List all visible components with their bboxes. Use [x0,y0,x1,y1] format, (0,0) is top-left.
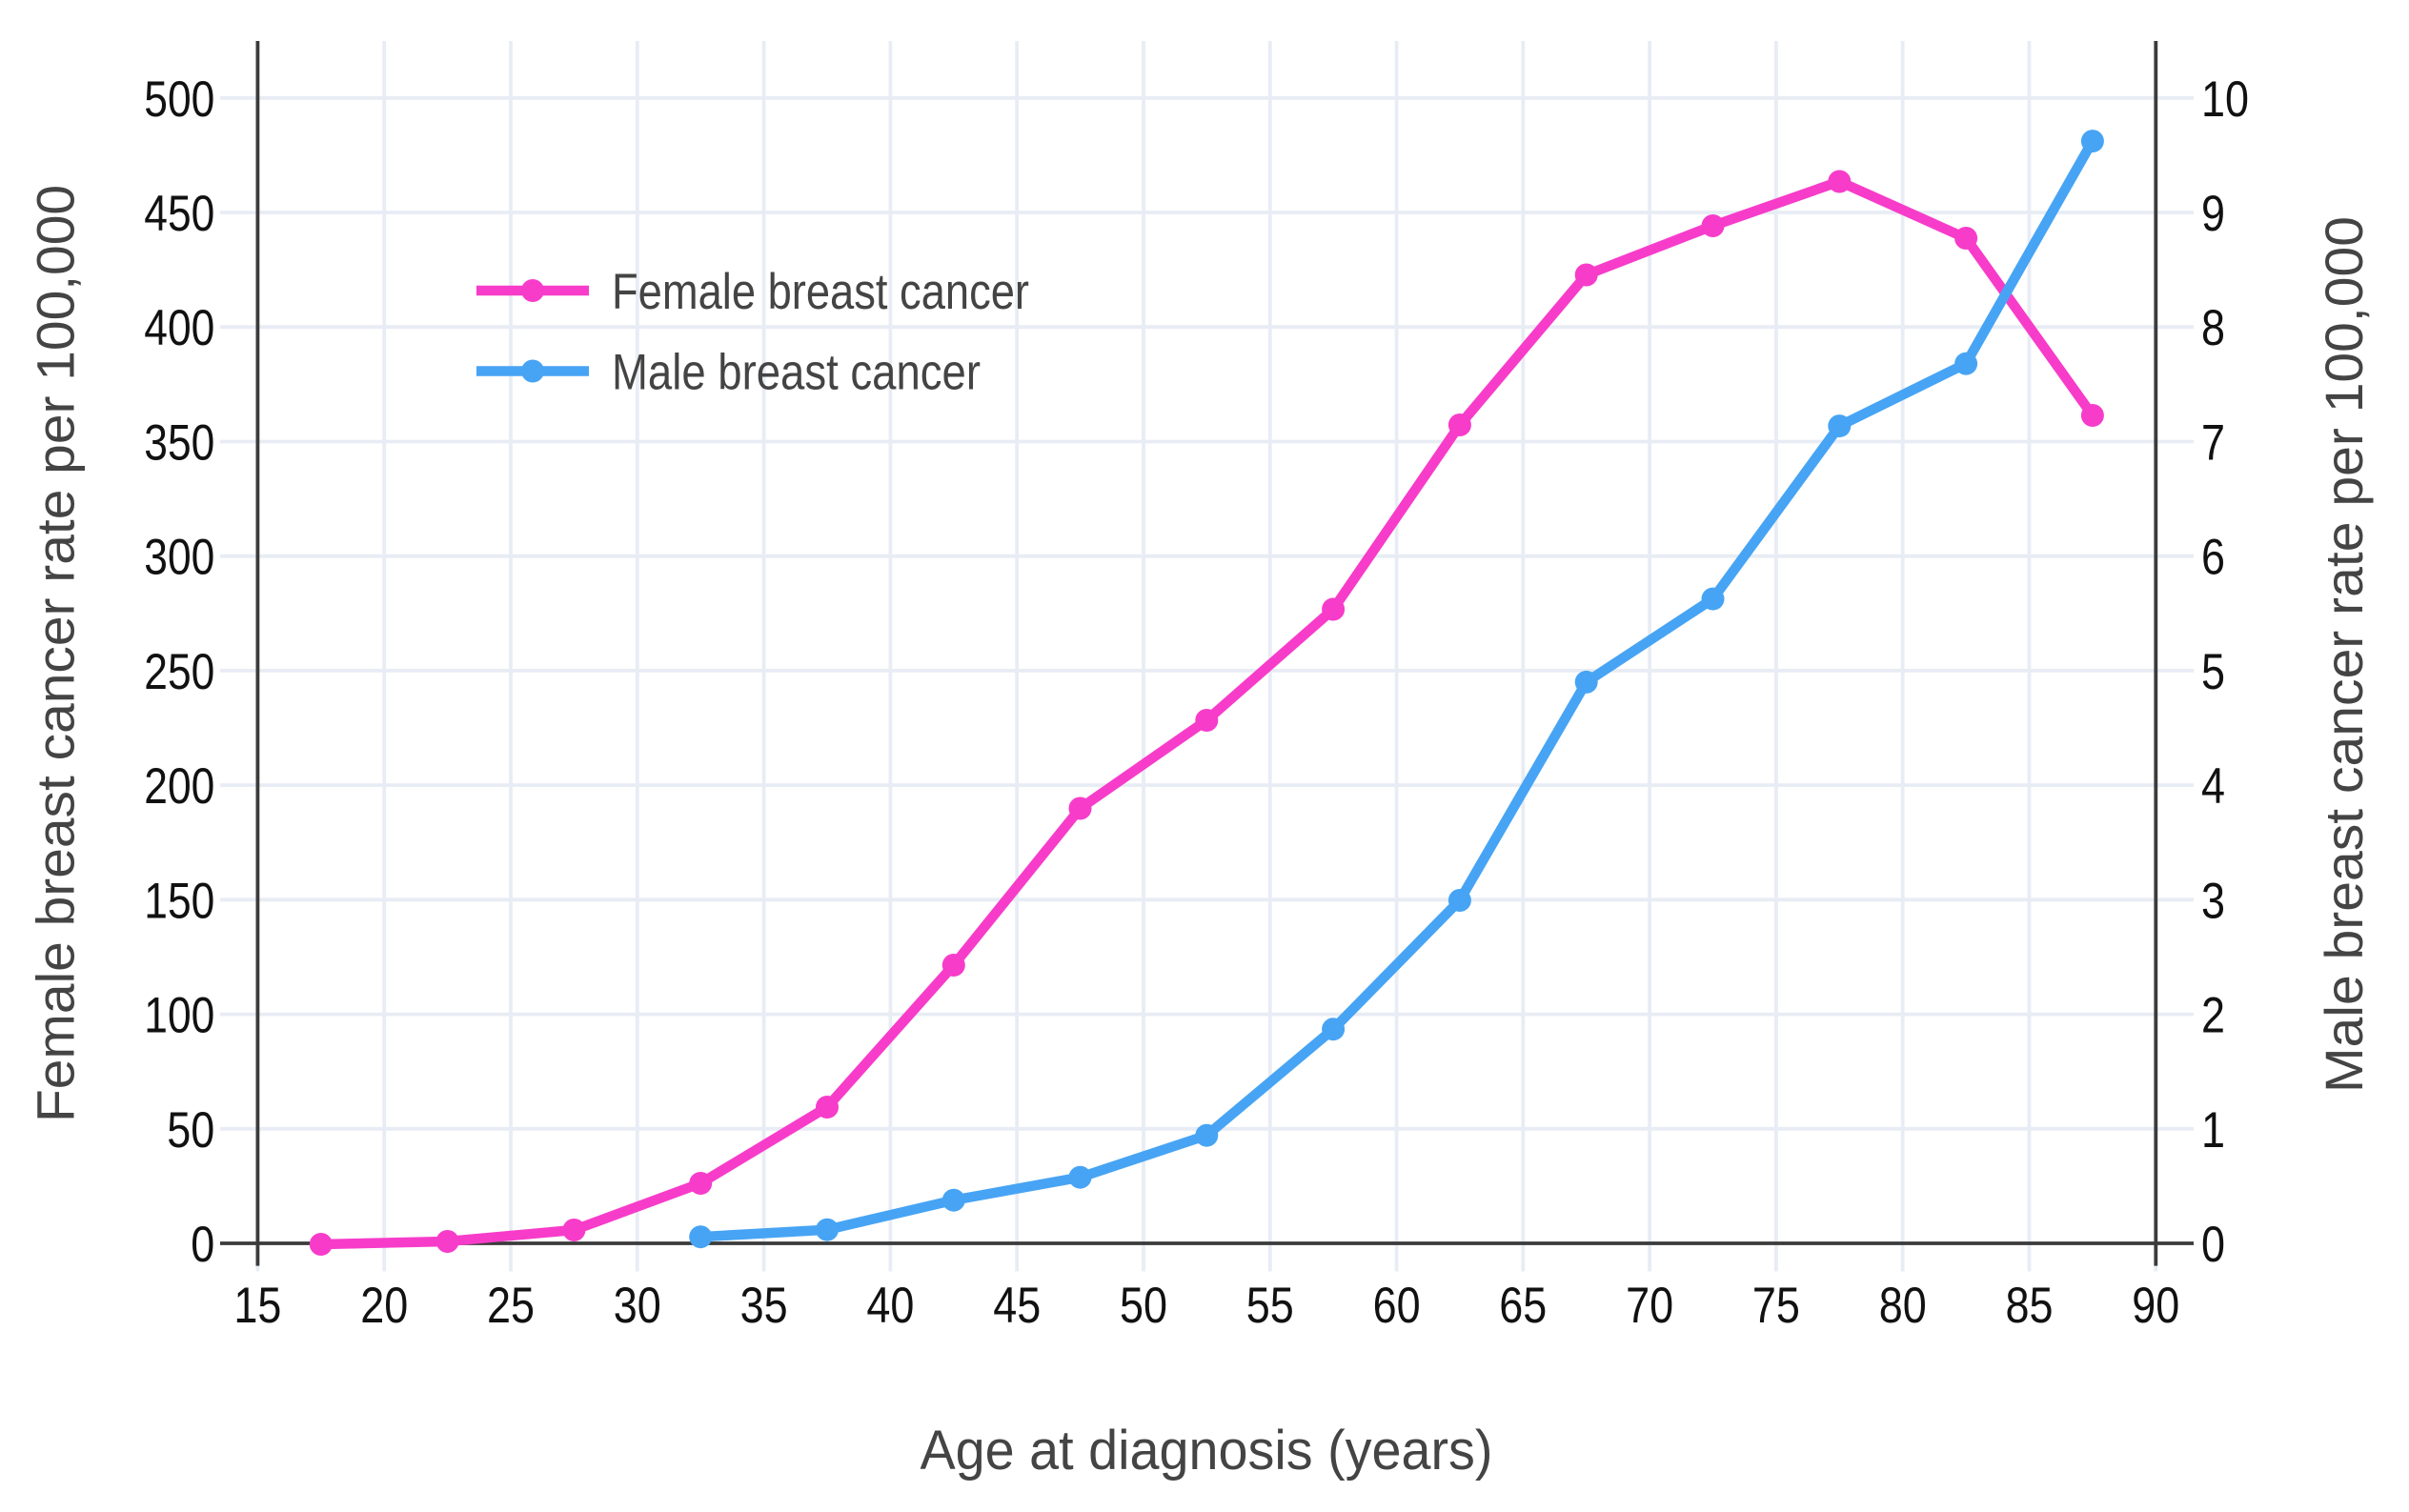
svg-text:7: 7 [2201,415,2225,472]
svg-text:5: 5 [2201,644,2225,700]
svg-text:65: 65 [1499,1278,1547,1334]
svg-text:10: 10 [2201,71,2249,128]
svg-text:300: 300 [144,530,214,586]
svg-text:2: 2 [2201,988,2225,1044]
svg-text:45: 45 [993,1278,1041,1334]
svg-text:Female breast cancer rate per: Female breast cancer rate per 100,000 [26,185,86,1122]
svg-text:Age at diagnosis (years): Age at diagnosis (years) [921,1420,1493,1482]
svg-text:75: 75 [1752,1278,1800,1334]
svg-text:80: 80 [1879,1278,1927,1334]
svg-text:50: 50 [1120,1278,1167,1334]
svg-text:15: 15 [233,1278,281,1334]
svg-text:40: 40 [866,1278,914,1334]
svg-text:450: 450 [144,186,214,242]
svg-text:60: 60 [1373,1278,1421,1334]
svg-text:150: 150 [144,873,214,929]
svg-text:350: 350 [144,415,214,472]
svg-text:0: 0 [2201,1217,2225,1273]
svg-text:4: 4 [2201,758,2225,815]
svg-text:85: 85 [2006,1278,2054,1334]
svg-text:100: 100 [144,988,214,1044]
svg-text:500: 500 [144,71,214,128]
svg-text:30: 30 [614,1278,661,1334]
svg-text:55: 55 [1246,1278,1294,1334]
svg-text:1: 1 [2201,1102,2225,1159]
svg-text:70: 70 [1626,1278,1673,1334]
svg-text:35: 35 [740,1278,788,1334]
svg-text:0: 0 [191,1217,214,1273]
svg-text:8: 8 [2201,300,2225,356]
svg-text:90: 90 [2132,1278,2179,1334]
svg-text:50: 50 [167,1102,214,1159]
svg-text:3: 3 [2201,873,2225,929]
svg-text:400: 400 [144,300,214,356]
svg-text:9: 9 [2201,186,2225,242]
svg-text:25: 25 [487,1278,535,1334]
svg-text:200: 200 [144,758,214,815]
svg-text:250: 250 [144,644,214,700]
svg-text:Female breast cancer: Female breast cancer [612,264,1029,320]
svg-text:20: 20 [360,1278,408,1334]
svg-text:Male breast cancer: Male breast cancer [612,345,981,401]
svg-text:6: 6 [2201,530,2225,586]
svg-text:Male breast cancer rate per 10: Male breast cancer rate per 100,000 [2314,216,2374,1093]
